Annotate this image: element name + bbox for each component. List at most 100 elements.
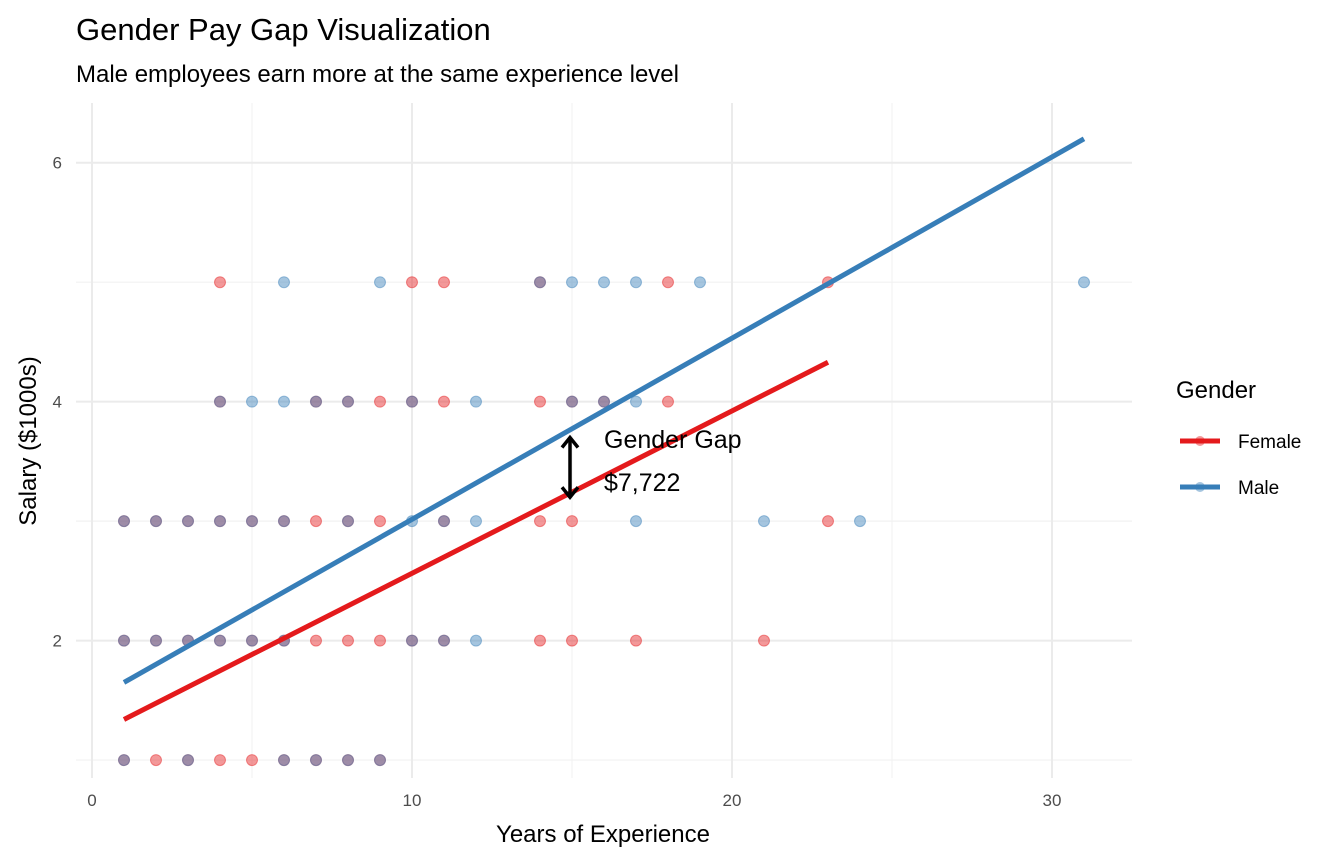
data-point-male	[758, 515, 770, 528]
x-tick-label: 20	[723, 791, 742, 810]
x-tick-label: 10	[403, 791, 422, 810]
data-point-female	[374, 515, 386, 528]
data-point-female	[566, 515, 578, 528]
data-point-female	[406, 634, 418, 647]
data-point-female	[310, 395, 322, 408]
data-point-female	[214, 276, 226, 289]
data-point-female	[630, 634, 642, 647]
data-point-male	[150, 634, 162, 647]
data-point-female	[534, 515, 546, 528]
x-tick-label: 30	[1043, 791, 1062, 810]
x-axis-title: Years of Experience	[496, 821, 710, 848]
data-point-male	[406, 634, 418, 647]
data-point-female	[310, 634, 322, 647]
legend-key-point-female	[1195, 436, 1205, 446]
data-point-female	[150, 515, 162, 528]
data-point-male	[438, 515, 450, 528]
axis-ticks: 0 10 20 30 2 4 6	[53, 154, 1062, 810]
data-point-male	[246, 634, 258, 647]
data-point-female	[246, 754, 258, 767]
data-point-male	[214, 515, 226, 528]
data-point-female	[566, 634, 578, 647]
data-point-female	[598, 395, 610, 408]
data-point-female	[438, 515, 450, 528]
trend-lines	[122, 136, 1086, 722]
data-point-female	[342, 634, 354, 647]
data-point-female	[342, 754, 354, 767]
gap-arrow-head-top	[560, 434, 580, 449]
data-point-male	[278, 276, 290, 289]
legend-label-female: Female	[1238, 432, 1301, 453]
data-point-female	[246, 634, 258, 647]
data-point-female	[310, 754, 322, 767]
chart-title: Gender Pay Gap Visualization	[76, 12, 491, 47]
data-point-male	[150, 515, 162, 528]
data-point-female	[822, 515, 834, 528]
trend-line-male	[122, 136, 1086, 685]
data-point-female	[534, 634, 546, 647]
data-point-male	[342, 515, 354, 528]
data-point-male	[310, 395, 322, 408]
data-point-male	[598, 276, 610, 289]
data-point-male	[118, 754, 130, 767]
trend-line-female	[122, 360, 830, 722]
data-point-female	[758, 634, 770, 647]
data-point-male	[278, 515, 290, 528]
data-point-male	[694, 276, 706, 289]
gap-annotation: Gender Gap $7,722	[560, 426, 742, 501]
data-point-female	[534, 276, 546, 289]
data-point-female	[406, 395, 418, 408]
data-point-male	[374, 754, 386, 767]
data-point-female	[406, 276, 418, 289]
data-point-male	[598, 395, 610, 408]
data-point-female	[342, 395, 354, 408]
data-point-female	[182, 515, 194, 528]
data-point-male	[566, 276, 578, 289]
data-point-female	[214, 754, 226, 767]
y-tick-label: 2	[53, 632, 62, 651]
data-point-female	[214, 515, 226, 528]
data-point-male	[374, 276, 386, 289]
data-point-male	[342, 395, 354, 408]
data-point-female	[534, 395, 546, 408]
data-point-female	[278, 515, 290, 528]
data-point-female	[118, 754, 130, 767]
data-point-female	[150, 754, 162, 767]
data-point-male	[630, 276, 642, 289]
data-point-female	[118, 634, 130, 647]
data-point-male	[566, 395, 578, 408]
grid	[76, 103, 1132, 778]
data-point-male	[182, 754, 194, 767]
data-point-female	[438, 634, 450, 647]
data-point-male	[214, 634, 226, 647]
data-point-male	[534, 276, 546, 289]
data-point-male	[278, 754, 290, 767]
data-point-male	[630, 395, 642, 408]
data-point-female	[214, 634, 226, 647]
data-point-male	[470, 395, 482, 408]
legend: Gender Female Male	[1176, 377, 1301, 499]
data-point-male	[310, 754, 322, 767]
chart-subtitle: Male employees earn more at the same exp…	[76, 61, 679, 88]
data-point-male	[470, 634, 482, 647]
annotation-value: $7,722	[604, 469, 680, 497]
legend-key-point-male	[1195, 482, 1205, 492]
data-point-male	[438, 634, 450, 647]
data-point-female	[662, 276, 674, 289]
data-point-female	[374, 754, 386, 767]
data-point-female	[246, 515, 258, 528]
data-point-male	[342, 754, 354, 767]
data-point-male	[854, 515, 866, 528]
data-point-male	[118, 515, 130, 528]
data-point-female	[182, 754, 194, 767]
data-point-male	[470, 515, 482, 528]
legend-label-male: Male	[1238, 478, 1279, 499]
x-tick-label: 0	[87, 791, 96, 810]
data-point-female	[342, 515, 354, 528]
data-point-male	[246, 515, 258, 528]
data-point-male	[630, 515, 642, 528]
data-point-male	[406, 395, 418, 408]
data-point-male	[118, 634, 130, 647]
data-point-male	[214, 395, 226, 408]
